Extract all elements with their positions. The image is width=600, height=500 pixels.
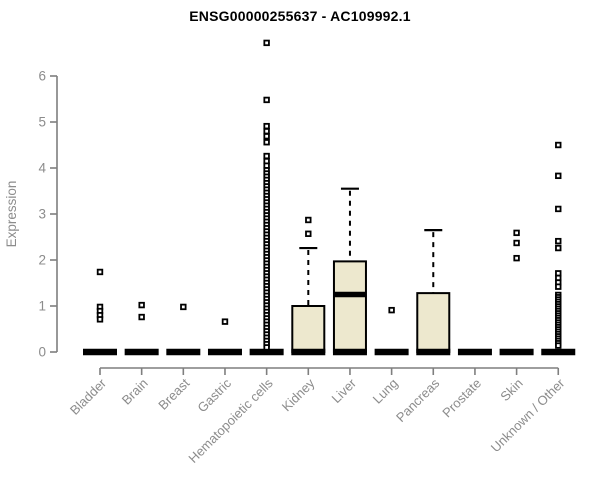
- y-tick-label: 0: [38, 345, 46, 360]
- zero-bar: [166, 348, 201, 356]
- boxplot-skin: [499, 229, 534, 356]
- y-tick-label: 3: [38, 207, 46, 222]
- boxplot-bladder: [83, 268, 117, 356]
- outlier-point: [263, 96, 270, 104]
- x-tick-label: Prostate: [439, 376, 484, 421]
- zero-bar: [291, 348, 326, 356]
- chart-title: ENSG00000255637 - AC109992.1: [189, 8, 411, 24]
- outlier-point: [555, 342, 562, 349]
- zero-bar: [416, 348, 451, 356]
- zero-bar: [124, 348, 159, 356]
- y-tick-label: 1: [38, 299, 46, 314]
- outlier-point: [221, 318, 229, 325]
- outlier-point: [138, 301, 145, 309]
- box: [416, 292, 451, 353]
- boxplot-hematopoietic-cells: [249, 39, 284, 356]
- y-tick-label: 2: [38, 253, 46, 268]
- outlier-point: [305, 216, 312, 224]
- zero-bar: [457, 348, 492, 356]
- x-tick-label: Lung: [370, 376, 401, 407]
- box: [291, 305, 326, 353]
- x-tick-label: Skin: [497, 376, 525, 404]
- outlier-point: [263, 122, 270, 130]
- outlier-point: [555, 172, 562, 180]
- x-tick-label: Breast: [155, 375, 192, 412]
- boxplot-prostate: [457, 348, 492, 356]
- outlier-point: [513, 254, 520, 262]
- y-axis-title: Expression: [4, 181, 19, 248]
- boxplot-lung: [374, 306, 409, 356]
- x-tick-label: Unknown / Other: [488, 375, 568, 455]
- zero-bar: [499, 348, 534, 356]
- zero-bar: [249, 348, 284, 356]
- outlier-point: [555, 244, 562, 252]
- outlier-point: [263, 139, 270, 146]
- zero-bar: [374, 348, 409, 356]
- x-tick-label: Bladder: [67, 375, 110, 418]
- outlier-point: [513, 229, 520, 237]
- outlier-point: [180, 303, 187, 311]
- box: [332, 260, 367, 354]
- y-tick-label: 6: [38, 69, 46, 84]
- outlier-point: [388, 306, 395, 314]
- outlier-point: [96, 268, 104, 276]
- boxplot-pancreas: [416, 229, 451, 356]
- outlier-point: [555, 205, 562, 213]
- y-tick-label: 4: [38, 161, 46, 176]
- outlier-point: [263, 344, 270, 351]
- y-tick-label: 5: [38, 115, 46, 130]
- outlier-point: [263, 133, 270, 140]
- boxplot-unknown-other: [541, 141, 576, 356]
- outlier-point: [555, 283, 562, 290]
- x-tick-label: Brain: [119, 376, 151, 408]
- outlier-point: [263, 39, 270, 47]
- boxplot-brain: [124, 301, 159, 356]
- x-tick-label: Kidney: [279, 375, 318, 414]
- outlier-point: [513, 239, 520, 247]
- outlier-point: [555, 237, 562, 245]
- outlier-point: [138, 313, 145, 321]
- boxplot-gastric: [207, 318, 242, 356]
- outlier-point: [263, 152, 270, 160]
- x-tick-label: Pancreas: [393, 375, 443, 425]
- zero-bar: [541, 348, 576, 356]
- x-tick-label: Gastric: [194, 375, 234, 415]
- zero-bar: [332, 348, 367, 356]
- outlier-point: [96, 316, 104, 323]
- zero-bar: [83, 348, 117, 356]
- outlier-point: [263, 127, 270, 135]
- boxplot-breast: [166, 303, 201, 356]
- boxplot-kidney: [291, 216, 326, 356]
- boxplot-liver: [332, 187, 367, 356]
- median-line: [333, 291, 366, 298]
- x-tick-label: Liver: [329, 375, 360, 406]
- outlier-point: [555, 141, 562, 149]
- outlier-point: [305, 230, 312, 237]
- y-axis: 0 1 2 3 4 5 6 Expression: [4, 69, 58, 360]
- zero-bar: [207, 348, 242, 356]
